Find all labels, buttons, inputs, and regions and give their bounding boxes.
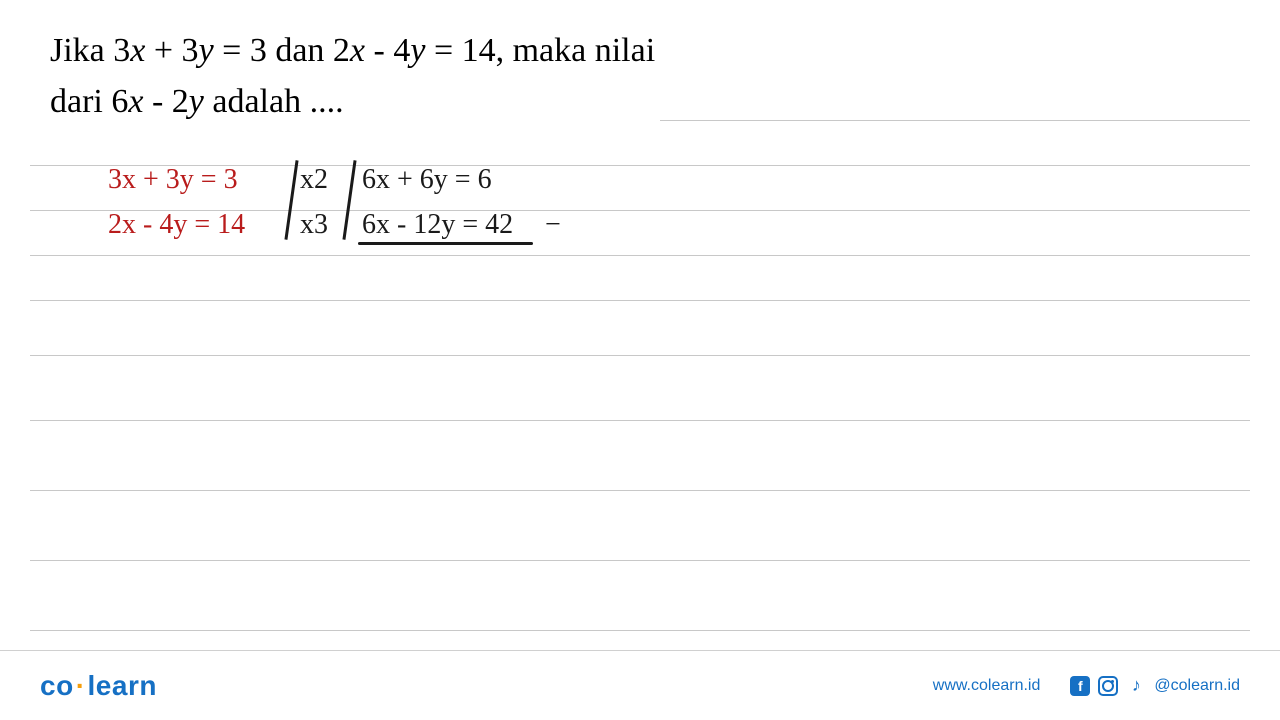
- ruled-lines-area: [0, 60, 1280, 640]
- rule-line: [30, 420, 1250, 421]
- minus-operation: −: [545, 205, 561, 244]
- handwriting-eq2-right: 6x - 12y = 42: [362, 205, 513, 244]
- handwriting-eq1-left: 3x + 3y = 3: [108, 160, 238, 199]
- social-links: f ♪ @colearn.id: [1070, 676, 1240, 696]
- instagram-icon: [1098, 676, 1118, 696]
- rule-line: [30, 355, 1250, 356]
- facebook-icon: f: [1070, 676, 1090, 696]
- subtraction-underline: [358, 242, 533, 245]
- rule-line: [30, 255, 1250, 256]
- social-handle: @colearn.id: [1154, 677, 1240, 695]
- rule-line: [30, 560, 1250, 561]
- brand-logo: co·learn: [40, 670, 157, 702]
- rule-line: [30, 490, 1250, 491]
- rule-line: [30, 630, 1250, 631]
- handwriting-mult2: x3: [300, 205, 328, 244]
- rule-line: [660, 120, 1250, 121]
- handwriting-eq2-left: 2x - 4y = 14: [108, 205, 245, 244]
- handwriting-mult1: x2: [300, 160, 328, 199]
- website-url: www.colearn.id: [933, 677, 1041, 695]
- rule-line: [30, 300, 1250, 301]
- handwriting-eq1-right: 6x + 6y = 6: [362, 160, 492, 199]
- footer-right: www.colearn.id f ♪ @colearn.id: [933, 676, 1240, 696]
- tiktok-icon: ♪: [1126, 676, 1146, 696]
- footer: co·learn www.colearn.id f ♪ @colearn.id: [0, 650, 1280, 720]
